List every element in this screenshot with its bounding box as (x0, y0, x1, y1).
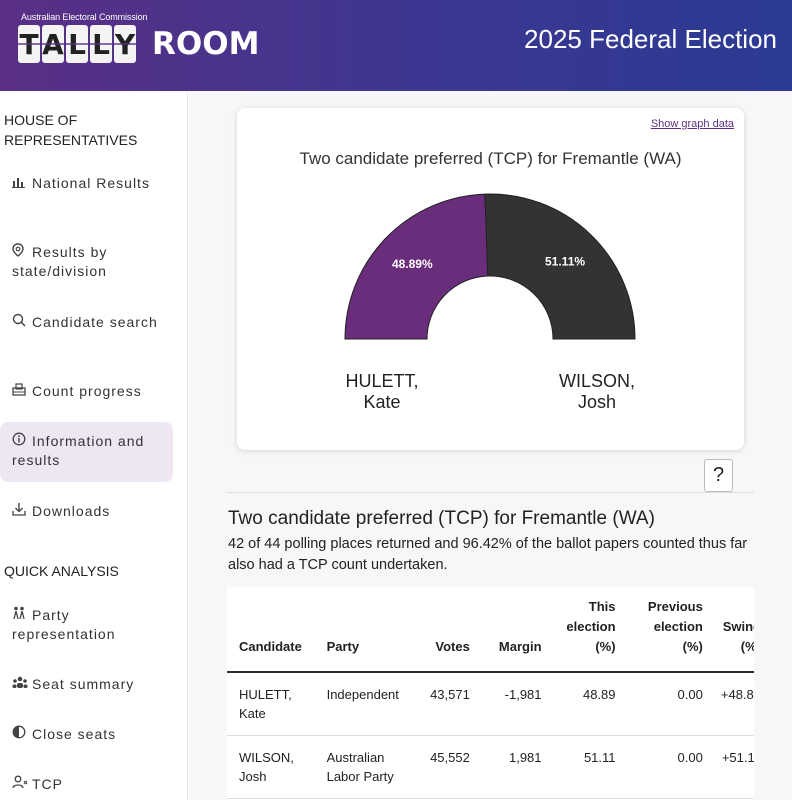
sidebar-item-national-results[interactable]: National Results (0, 174, 173, 193)
logo-room-text: ROOM (152, 26, 260, 62)
cell-swing: +48.89 (720, 687, 754, 702)
cell-candidate: WILSON, Josh (239, 750, 294, 784)
cell-this-election: 48.89 (582, 687, 616, 702)
sidebar-section-quick-analysis: QUICK ANALYSIS (4, 563, 119, 579)
group-icon (12, 675, 28, 694)
logo-tile: A (42, 25, 64, 63)
column-header-previous-election[interactable]: Previous election (%) (622, 587, 709, 672)
column-header-votes[interactable]: Votes (435, 639, 470, 654)
section-description: 42 of 44 polling places returned and 96.… (228, 534, 756, 576)
sidebar-item-label: Information and results (12, 433, 145, 468)
column-header-label: This election (%) (566, 599, 616, 654)
site-header: Australian Electoral Commission T A L L … (0, 0, 792, 91)
cell-margin: -1,981 (504, 687, 542, 702)
logo-tile: Y (114, 25, 136, 63)
sidebar-item-party-representation[interactable]: Party representation (0, 606, 173, 644)
column-header-this-election[interactable]: This election (%) (548, 587, 622, 672)
column-header-candidate[interactable]: Candidate (239, 639, 302, 654)
sidebar-item-results-by-state[interactable]: Results by state/division (0, 243, 173, 281)
cell-candidate: HULETT, Kate (239, 687, 292, 721)
sidebar-item-candidate-search[interactable]: Candidate search (0, 313, 173, 332)
sidebar-item-count-progress[interactable]: Count progress (0, 382, 173, 401)
chart-slice-1[interactable] (484, 193, 636, 340)
sidebar-item-tcp[interactable]: TCP (0, 775, 173, 794)
sidebar-item-downloads[interactable]: Downloads (0, 502, 173, 521)
candidate-label-line: Kate (363, 392, 401, 412)
sidebar-section-house: HOUSE OF REPRESENTATIVES (4, 112, 138, 148)
table-header-row: Candidate Party Votes Margin This electi… (227, 587, 754, 672)
map-pin-icon (12, 243, 28, 262)
ballot-box-icon (12, 382, 28, 401)
sidebar-item-label: Results by state/division (12, 244, 108, 279)
section-heading: Two candidate preferred (TCP) for Freman… (228, 508, 655, 529)
sidebar-item-label: TCP (32, 776, 63, 792)
cell-party: Independent (326, 687, 399, 702)
info-icon (12, 432, 28, 451)
half-circle-icon (12, 725, 28, 744)
user-x-icon (12, 775, 28, 794)
tally-room-logo[interactable]: T A L L Y (18, 25, 136, 63)
column-header-label: Swing (%) (722, 619, 754, 654)
cell-margin: 1,981 (508, 750, 542, 765)
org-name: Australian Electoral Commission (21, 12, 148, 22)
cell-swing: +51.11 (721, 750, 754, 765)
help-button[interactable]: ? (704, 459, 733, 492)
sidebar-item-label: Seat summary (32, 676, 135, 692)
sidebar-item-information-results[interactable]: Information and results (0, 422, 173, 482)
logo-tile: L (66, 25, 88, 63)
page-title: 2025 Federal Election (524, 24, 777, 54)
candidate-label-line: WILSON, (558, 371, 635, 391)
table-row: WILSON, Josh Australian Labor Party 45,5… (227, 736, 754, 799)
column-header-label: Previous election (%) (647, 599, 703, 654)
sidebar-item-label: Close seats (32, 726, 117, 742)
results-table-container: Candidate Party Votes Margin This electi… (227, 587, 754, 800)
sidebar-item-label: Candidate search (32, 314, 158, 330)
cell-votes: 45,552 (430, 750, 470, 765)
tcp-chart: 48.89% 51.11% (344, 193, 636, 340)
chart-value-label-0: 48.89% (392, 257, 433, 271)
candidate-label-hulett: HULETT, Kate (322, 371, 442, 413)
candidate-label-wilson: WILSON, Josh (537, 371, 657, 413)
chart-title: Two candidate preferred (TCP) for Freman… (299, 149, 682, 168)
show-graph-data-link[interactable]: Show graph data (650, 118, 734, 130)
column-header-party[interactable]: Party (326, 639, 360, 654)
column-header-margin[interactable]: Margin (498, 639, 542, 654)
column-header-swing[interactable]: Swing (%) (709, 587, 754, 672)
cell-party: Australian Labor Party (326, 750, 394, 784)
sidebar-item-label: Party representation (12, 607, 116, 642)
results-table: Candidate Party Votes Margin This electi… (227, 587, 754, 799)
divider (227, 492, 754, 493)
party-icon (12, 606, 28, 625)
bar-chart-icon (12, 174, 28, 193)
chart-slice-0[interactable] (344, 193, 489, 340)
sidebar-item-label: Downloads (32, 503, 111, 519)
cell-this-election: 51.11 (583, 750, 616, 765)
sidebar-item-seat-summary[interactable]: Seat summary (0, 675, 173, 694)
description-line: 42 of 44 polling places returned and 96.… (228, 536, 748, 552)
cell-votes: 43,571 (430, 687, 470, 702)
download-icon (12, 502, 28, 521)
search-icon (12, 313, 28, 332)
table-row: HULETT, Kate Independent 43,571 -1,981 4… (227, 672, 754, 736)
sidebar-item-label: Count progress (32, 383, 142, 399)
chart-value-label-1: 51.11% (545, 254, 585, 268)
tcp-chart-card: Show graph data Two candidate preferred … (237, 108, 744, 450)
candidate-label-line: HULETT, (345, 371, 419, 391)
cell-previous-election: 0.00 (677, 687, 703, 702)
sidebar-item-label: National Results (32, 175, 150, 191)
logo-tile: L (90, 25, 112, 63)
candidate-label-line: Josh (577, 392, 617, 412)
description-line: also had a TCP count undertaken. (228, 557, 448, 573)
sidebar-item-close-seats[interactable]: Close seats (0, 725, 173, 744)
cell-previous-election: 0.00 (677, 750, 703, 765)
logo-tile: T (18, 25, 40, 63)
